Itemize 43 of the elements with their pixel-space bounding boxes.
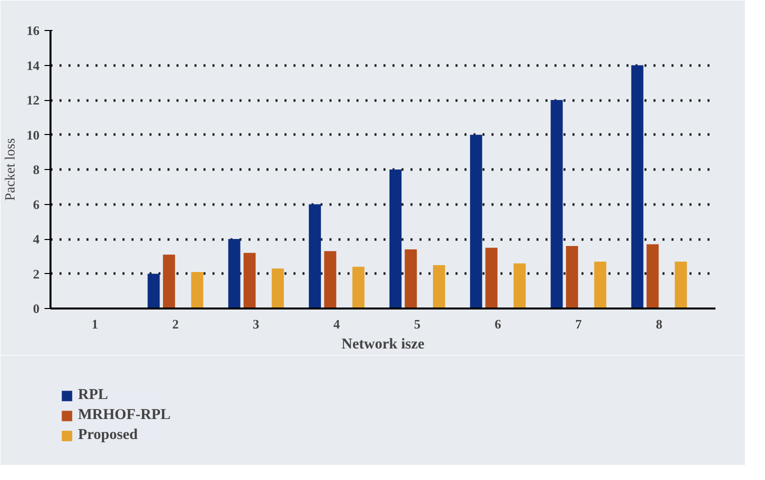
y-axis-title: Packet loss	[4, 138, 18, 201]
x-axis-title: Network isze	[342, 336, 425, 352]
bar	[148, 274, 160, 308]
y-tick-label: 10	[26, 127, 40, 142]
x-tick-label: 3	[252, 316, 260, 332]
bar	[244, 252, 256, 308]
x-tick-label: 5	[414, 316, 422, 332]
x-tick-label: 8	[656, 316, 663, 332]
bar	[550, 100, 563, 308]
y-tick-label: 2	[33, 266, 40, 282]
legend-label: MRHOF-RPL	[78, 406, 170, 424]
x-tick-label: 7	[575, 316, 582, 332]
x-tick-label: 2	[172, 316, 179, 332]
y-tick-label: 14	[26, 58, 40, 73]
bar	[228, 239, 240, 308]
y-tick-label: 0	[33, 301, 40, 316]
bar	[631, 65, 644, 308]
legend-label: RPL	[78, 386, 108, 404]
bar	[389, 170, 402, 308]
bar	[432, 265, 446, 308]
y-tick-label: 4	[33, 232, 40, 246]
legend-label: Proposed	[78, 426, 138, 444]
bar	[485, 248, 498, 308]
bar	[352, 266, 364, 308]
y-tick-label: 12	[26, 92, 40, 108]
bar	[404, 249, 417, 308]
bar	[674, 262, 687, 308]
bar	[514, 263, 526, 308]
y-tick-label: 6	[33, 196, 40, 212]
bar	[308, 204, 321, 308]
x-tick-label: 4	[333, 316, 340, 332]
x-tick-label: 6	[494, 316, 502, 332]
bar	[272, 268, 284, 308]
y-tick-label: 8	[33, 162, 40, 177]
x-tick-label: 1	[92, 316, 98, 332]
y-tick-label: 16	[26, 23, 40, 38]
bar	[594, 262, 606, 308]
bar	[162, 254, 176, 308]
bar	[324, 251, 336, 308]
bar	[646, 244, 659, 308]
bar	[191, 272, 204, 308]
bar	[566, 246, 578, 308]
bar	[470, 134, 482, 308]
